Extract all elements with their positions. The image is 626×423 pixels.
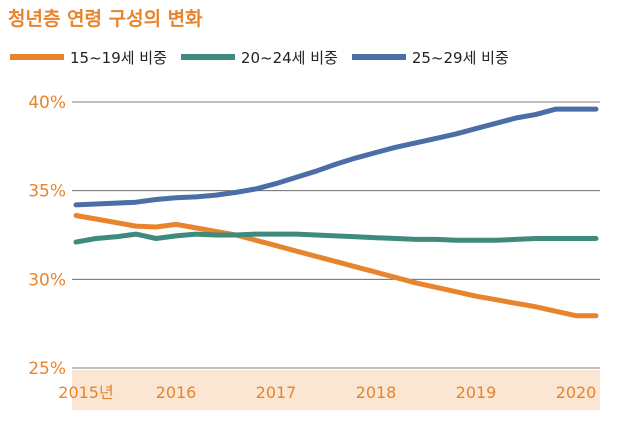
x-axis-band	[72, 370, 600, 410]
x-tick-label: 2016	[156, 383, 197, 402]
y-tick-label: 30%	[28, 270, 66, 290]
legend-item-20-24: 20~24세 비중	[180, 47, 338, 68]
y-tick-label: 25%	[28, 359, 66, 379]
x-tick-label: 2017	[256, 383, 297, 402]
legend-label-25-29: 25~29세 비중	[411, 48, 509, 67]
y-tick-label: 35%	[28, 182, 66, 202]
legend-swatch-25-29	[351, 54, 406, 60]
series-line-20-24	[73, 231, 599, 245]
legend-swatch-15-19	[10, 54, 64, 60]
x-tick-label: 2020	[556, 383, 597, 402]
legend-item-25-29: 25~29세 비중	[351, 47, 509, 68]
series-line-25-29	[73, 106, 599, 208]
legend-swatch-20-24	[180, 54, 235, 60]
chart-title: 청년층 연령 구성의 변화	[8, 8, 203, 30]
x-tick-label: 2019	[456, 383, 497, 402]
y-tick-label: 40%	[28, 93, 66, 113]
x-tick-label: 2018	[356, 383, 397, 402]
legend-label-20-24: 20~24세 비중	[240, 48, 338, 67]
legend-item-15-19: 15~19세 비중	[10, 47, 167, 68]
x-tick-label: 2015년	[58, 383, 113, 402]
legend: 15~19세 비중 20~24세 비중 25~29세 비중	[10, 44, 523, 70]
series-line-15-19	[73, 213, 599, 319]
legend-label-15-19: 15~19세 비중	[70, 48, 167, 67]
